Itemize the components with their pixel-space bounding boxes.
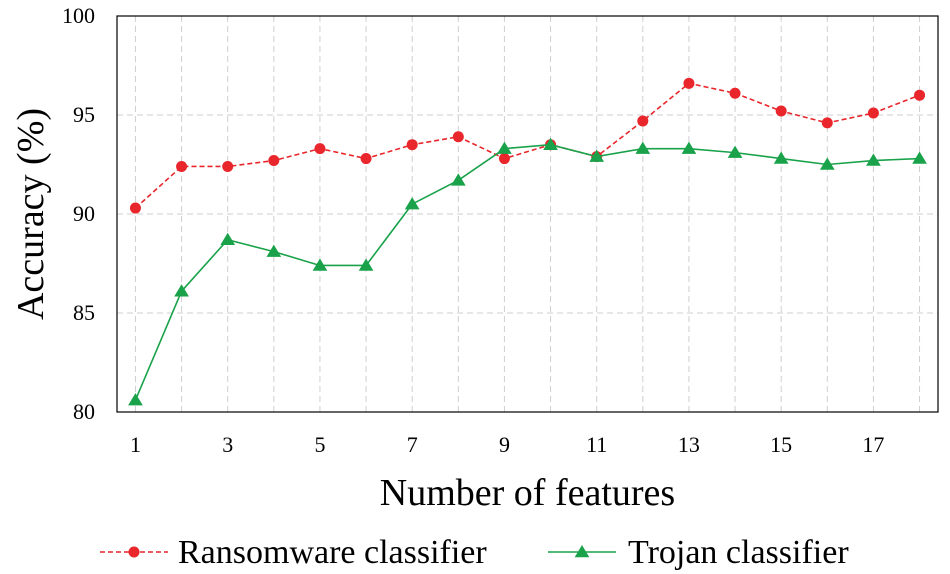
ransomware-point [314,143,326,155]
trojan-line [134,143,920,401]
ransomware-point [914,89,926,101]
legend-marker-ransomware [128,546,140,558]
legend-label-trojan: Trojan classifier [628,534,849,571]
ransomware-point [129,202,141,214]
legend: Ransomware classifier Trojan classifier [100,534,849,571]
trojan-point [497,141,512,154]
plot-border [116,15,939,413]
ransomware-point [452,131,464,143]
trojan-point [727,145,743,158]
x-tick-label: 5 [314,432,325,457]
legend-label-ransomware: Ransomware classifier [178,534,487,571]
series-ransomware [129,77,926,214]
ransomware-point [268,155,280,167]
trojan-point [681,141,697,154]
x-axis-title: Number of features [380,472,675,514]
x-tick-label: 7 [407,432,418,457]
y-tick-label: 100 [62,3,95,28]
legend-marker-trojan [574,545,590,558]
ransomware-point [637,115,649,127]
x-tick-label: 13 [678,432,700,457]
series-layer [128,77,927,406]
trojan-point [404,197,420,210]
x-tick-label: 15 [770,432,792,457]
trojan-point [866,153,881,166]
x-tick-label: 3 [222,432,233,457]
trojan-point [543,137,558,150]
trojan-point [312,258,328,271]
y-tick-label: 85 [73,300,95,325]
trojan-point [174,284,189,297]
ransomware-point [821,117,833,129]
series-trojan [128,137,927,406]
trojan-point [773,151,789,164]
legend-item-trojan: Trojan classifier [548,534,849,571]
legend-item-ransomware: Ransomware classifier [100,534,487,571]
x-tick-label: 9 [499,432,510,457]
y-tick-label: 95 [73,102,95,127]
ransomware-point [176,160,188,172]
trojan-point [450,173,466,186]
ransomware-line [134,82,920,209]
ransomware-point [683,77,695,89]
trojan-point [819,157,835,170]
trojan-point [220,232,236,245]
y-axis-title: Accuracy (%) [10,108,52,320]
x-tick-label: 17 [862,432,884,457]
ransomware-point [360,153,372,165]
ransomware-point [222,160,234,172]
trojan-point [266,244,282,257]
ransomware-point [406,139,418,151]
ransomware-point [867,107,879,119]
y-tick-label: 90 [73,201,95,226]
trojan-point [912,151,927,164]
trojan-point [635,141,651,154]
ransomware-point [729,87,741,99]
trojan-point [128,393,143,406]
x-tick-label: 11 [586,432,607,457]
ransomware-point [775,105,787,117]
trojan-point [589,149,605,162]
x-tick-label: 1 [130,432,141,457]
y-tick-label: 80 [73,399,95,424]
trojan-point [358,258,374,271]
ransomware-point [498,153,510,165]
